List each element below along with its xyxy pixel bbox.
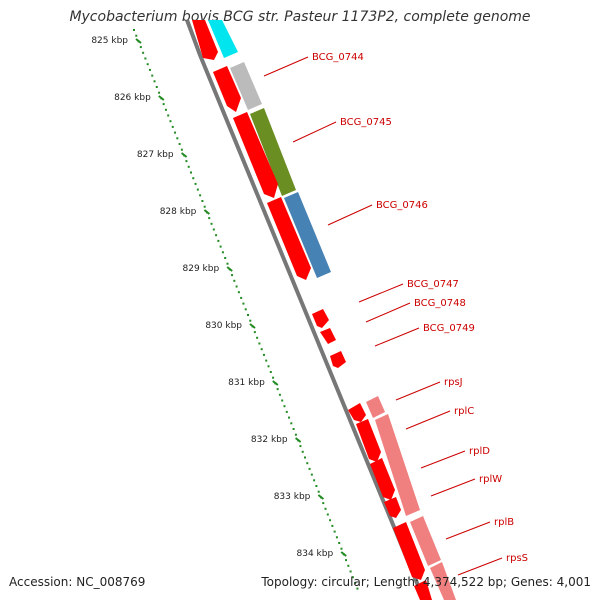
gene-leader-line [445, 521, 491, 540]
gene-label[interactable]: BCG_0748 [414, 298, 466, 309]
cds-arrow-9 [356, 419, 381, 462]
gene-leader-line [430, 478, 476, 497]
gene-label[interactable]: BCG_0747 [407, 279, 459, 290]
ruler-label: 830 kbp [205, 321, 242, 331]
ruler-label: 834 kbp [297, 549, 334, 559]
ruler-tick [226, 266, 233, 272]
gene-label[interactable]: BCG_0744 [312, 52, 364, 63]
feature-pink-1 [366, 396, 385, 418]
gene-leader-line [374, 327, 420, 347]
cds-arrow-2 [213, 66, 241, 112]
ruler-tick [340, 551, 347, 557]
cds-arrow-10 [370, 458, 395, 500]
ruler-label: 832 kbp [251, 435, 288, 445]
gene-leader-line [292, 121, 337, 143]
feature-pink-3 [410, 516, 441, 566]
gene-label[interactable]: rpsS [506, 553, 528, 564]
gene-leader-line [457, 557, 503, 576]
gene-label[interactable]: rplC [454, 406, 474, 417]
gene-leader-line [365, 302, 411, 323]
gene-leader-line [358, 283, 404, 303]
gene-leader-line [420, 450, 466, 469]
ruler-label: 833 kbp [274, 492, 311, 502]
cds-arrow-8 [348, 403, 366, 422]
genome-backbone [185, 19, 426, 600]
feature-grey [230, 62, 262, 110]
feature-cyan [208, 20, 238, 58]
cds-arrow-5 [312, 309, 329, 328]
gene-label[interactable]: rplD [469, 446, 490, 457]
ruler-label: 826 kbp [114, 93, 151, 103]
ruler-tick [180, 152, 188, 158]
cds-arrow-6 [320, 328, 336, 344]
feature-steelblue [284, 192, 331, 278]
gene-label[interactable]: rplW [479, 474, 502, 485]
feature-blocks [192, 20, 456, 600]
gene-leader-line [405, 410, 451, 430]
ruler-label: 828 kbp [160, 207, 197, 217]
ruler-tick [317, 494, 325, 500]
gene-leader-line [395, 381, 441, 401]
feature-olive [250, 108, 296, 196]
ruler-label: 829 kbp [183, 264, 220, 274]
cds-arrow-13 [414, 580, 432, 600]
ruler-tick [294, 437, 302, 443]
map-title: Mycobacterium bovis BCG str. Pasteur 117… [69, 9, 531, 25]
accession-label: Accession: NC_008769 [9, 575, 146, 589]
gene-label[interactable]: BCG_0745 [340, 117, 392, 128]
gene-label[interactable]: rpsJ [444, 377, 463, 388]
ruler-label: 827 kbp [137, 150, 174, 160]
ruler-label: 831 kbp [228, 378, 265, 388]
ruler-tick [135, 38, 142, 44]
kbp-ruler: 825 kbp 826 kbp 827 kbp 828 kbp 829 kbp 830 k… [91, 29, 359, 590]
feature-pink-4 [430, 562, 456, 600]
cds-arrow-3 [233, 112, 278, 198]
ruler-tick [272, 380, 279, 386]
cds-arrow-4 [267, 197, 311, 280]
gene-leader-line [263, 56, 309, 77]
feature-pink-2 [375, 414, 420, 516]
gene-label[interactable]: BCG_0749 [423, 323, 475, 334]
cds-arrow-1 [192, 20, 218, 60]
cds-arrow-11 [384, 497, 401, 518]
gene-label[interactable]: rplB [494, 517, 514, 528]
cds-arrow-7 [330, 351, 346, 368]
ruler-label: 825 kbp [91, 36, 128, 46]
gene-leader-line [327, 204, 373, 226]
ruler-tick [249, 323, 256, 329]
cds-arrow-12 [393, 522, 425, 580]
gene-label[interactable]: BCG_0746 [376, 200, 428, 211]
ruler-tick [158, 95, 165, 101]
gene-labels: BCG_0744 BCG_0745 BCG_0746 BCG_0747 BCG_0748… [263, 52, 528, 576]
genome-summary: Topology: circular; Length: 4,374,522 bp… [261, 575, 591, 589]
ruler-tick [203, 209, 211, 215]
